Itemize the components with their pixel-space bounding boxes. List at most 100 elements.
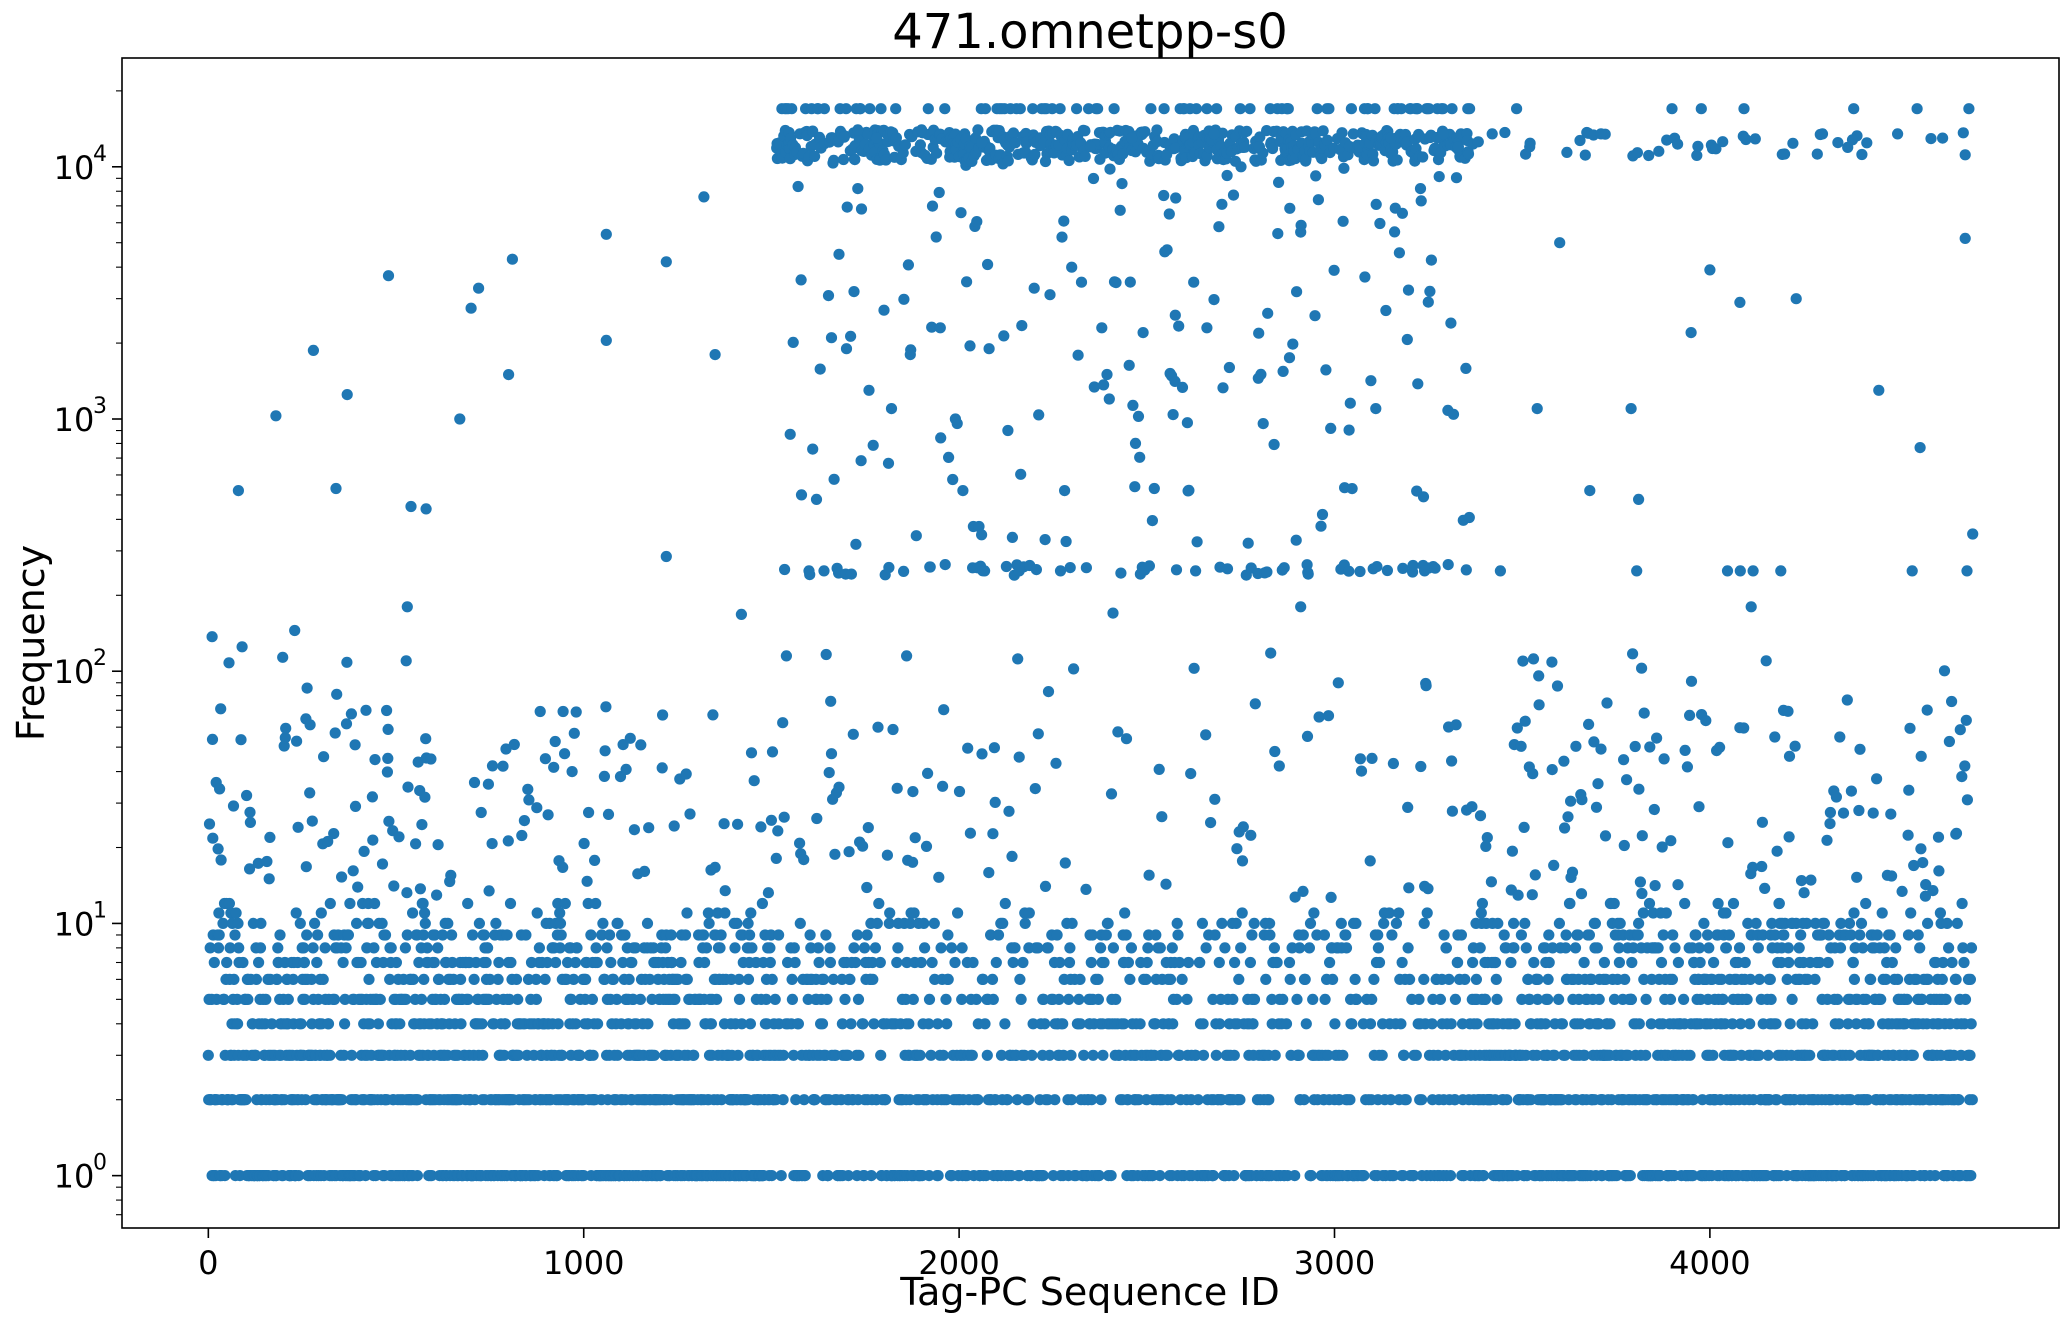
data-point — [214, 783, 226, 795]
data-point — [504, 897, 517, 910]
data-point — [1598, 956, 1610, 969]
data-point — [1245, 829, 1257, 841]
data-point — [1629, 740, 1641, 753]
data-point — [1327, 973, 1339, 986]
data-point — [1396, 207, 1408, 219]
data-point — [1087, 172, 1100, 185]
data-point — [972, 124, 984, 136]
data-point — [1108, 103, 1120, 115]
data-point — [1778, 929, 1790, 941]
data-point — [920, 840, 933, 853]
data-point — [854, 103, 867, 115]
data-point — [988, 742, 1001, 754]
data-point — [304, 787, 316, 799]
data-point — [1943, 942, 1955, 954]
data-point — [374, 993, 386, 1006]
data-point — [1414, 183, 1427, 195]
data-point — [1277, 365, 1289, 377]
data-point — [1322, 710, 1335, 722]
data-point — [351, 917, 363, 930]
data-point — [810, 493, 823, 505]
data-point — [1885, 808, 1897, 820]
data-point — [1485, 876, 1497, 888]
data-point — [600, 701, 612, 713]
data-point — [1631, 147, 1643, 159]
data-point — [1107, 607, 1119, 619]
data-point — [1283, 352, 1296, 364]
data-point — [852, 993, 865, 1006]
data-point — [907, 856, 919, 868]
data-point — [493, 956, 505, 969]
data-point — [1289, 1170, 1301, 1182]
data-point — [1519, 715, 1531, 727]
data-point — [384, 973, 396, 986]
data-point — [848, 942, 860, 954]
data-point — [1685, 327, 1697, 339]
data-point — [915, 956, 927, 969]
data-point — [1182, 956, 1195, 969]
data-point — [1417, 491, 1430, 503]
data-point — [666, 956, 678, 969]
data-point — [1638, 707, 1650, 719]
data-point — [1396, 956, 1408, 969]
data-point — [935, 942, 947, 954]
data-point — [1445, 317, 1457, 329]
data-point — [619, 929, 631, 941]
data-point — [467, 929, 479, 941]
data-point — [1207, 1170, 1219, 1182]
data-point — [1185, 768, 1197, 780]
data-point — [962, 742, 974, 754]
data-point — [1038, 993, 1050, 1006]
data-point — [402, 781, 414, 793]
data-point — [820, 929, 832, 941]
data-point — [623, 973, 635, 986]
data-point — [309, 917, 321, 930]
data-point — [1509, 1018, 1521, 1030]
data-point — [1335, 917, 1347, 930]
data-point — [1013, 751, 1025, 763]
data-point — [446, 929, 458, 941]
data-point — [1156, 811, 1168, 823]
data-point — [1578, 956, 1590, 969]
data-point — [401, 887, 413, 899]
data-point — [1669, 942, 1681, 954]
data-point — [1107, 942, 1119, 954]
data-point — [1741, 993, 1753, 1006]
data-point — [468, 776, 481, 789]
data-point — [840, 103, 852, 115]
data-point — [1845, 785, 1857, 797]
data-point — [926, 321, 938, 333]
data-point — [1672, 956, 1684, 969]
data-point — [932, 1170, 944, 1182]
data-point — [855, 455, 867, 467]
data-point — [1672, 879, 1684, 891]
data-point — [1343, 424, 1355, 436]
data-point — [1370, 198, 1382, 210]
data-point — [534, 705, 546, 718]
data-point — [208, 956, 220, 969]
data-point — [1320, 364, 1332, 376]
data-point — [1562, 811, 1574, 823]
data-point — [404, 1049, 416, 1061]
data-point — [1470, 973, 1482, 986]
data-point — [736, 1018, 748, 1030]
data-point — [699, 956, 711, 969]
data-point — [1169, 309, 1181, 321]
data-point — [1066, 917, 1078, 930]
data-point — [1054, 565, 1067, 577]
data-point — [624, 732, 636, 744]
data-point — [1695, 103, 1707, 115]
data-point — [1161, 1049, 1174, 1061]
data-point — [1149, 1018, 1161, 1030]
data-point — [1063, 956, 1076, 969]
data-point — [301, 682, 313, 694]
data-point — [390, 956, 402, 969]
data-point — [470, 956, 482, 969]
data-point — [425, 753, 437, 765]
data-point — [1666, 103, 1678, 115]
data-point — [1856, 148, 1868, 161]
data-point — [1318, 929, 1330, 941]
data-point — [1857, 942, 1869, 954]
data-point — [324, 1049, 336, 1061]
data-point — [1344, 1094, 1356, 1106]
